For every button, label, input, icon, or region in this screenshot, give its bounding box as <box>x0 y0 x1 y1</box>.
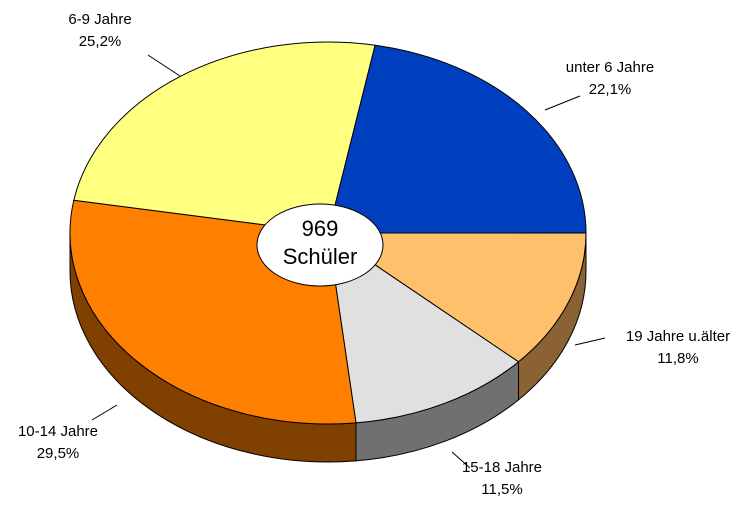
category-label: 19 Jahre u.älter <box>626 328 730 345</box>
leader-line <box>574 337 606 346</box>
category-label: 10-14 Jahre <box>18 423 98 440</box>
value-label: 11,8% <box>657 350 698 367</box>
leader-line <box>147 54 181 77</box>
value-label: 29,5% <box>37 445 80 462</box>
slice <box>327 44 587 234</box>
slice <box>73 41 376 234</box>
center-total: 969 <box>302 216 339 241</box>
slice <box>327 231 520 424</box>
value-label: 11,5% <box>481 481 522 498</box>
value-label: 25,2% <box>79 33 122 50</box>
center-hole <box>256 203 384 287</box>
slice <box>326 232 587 363</box>
category-label: unter 6 Jahre <box>566 59 654 76</box>
leader-line <box>91 404 118 421</box>
value-label: 22,1% <box>589 81 632 98</box>
category-label: 6-9 Jahre <box>68 11 131 28</box>
leader-line <box>544 95 581 111</box>
category-label: 15-18 Jahre <box>462 459 542 476</box>
leader-line <box>451 451 471 469</box>
center-unit: Schüler <box>283 244 358 269</box>
